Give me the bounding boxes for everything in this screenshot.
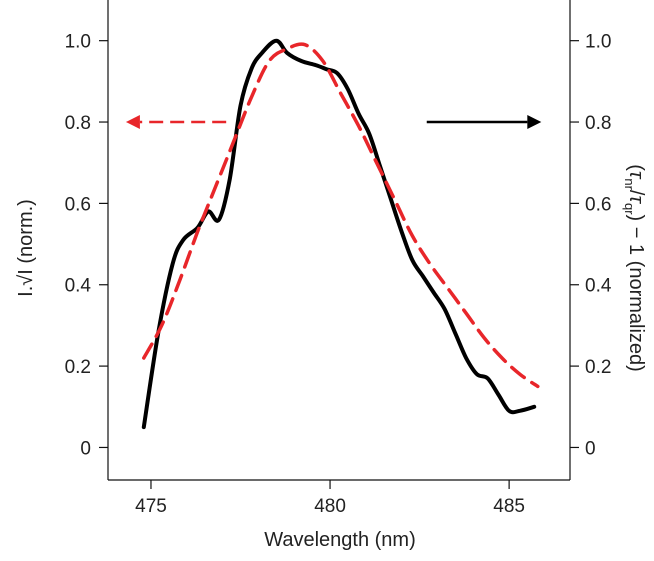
y2-tick-label: 0.6 xyxy=(585,194,611,215)
y-axis-left-ticks: 0 0.2 0.4 0.6 0.8 1.0 xyxy=(65,32,108,459)
y-axis-right-title-slash: / xyxy=(625,190,647,196)
series-line-dashed xyxy=(142,42,540,389)
y-axis-right-title-sub1: nr xyxy=(622,178,637,190)
y2-tick-label: 0.2 xyxy=(585,357,611,378)
y-tick-label: 0.6 xyxy=(65,194,91,215)
y-axis-right-ticks: 0 0.2 0.4 0.6 0.8 1.0 xyxy=(570,32,612,459)
y2-tick-label: 1.0 xyxy=(585,32,611,53)
arrow-right-head xyxy=(527,115,542,129)
y-axis-right-title-open: ( xyxy=(625,164,647,171)
y-tick-label: 0.8 xyxy=(65,113,91,134)
x-tick-label: 485 xyxy=(493,496,525,517)
y-axis-right-title-rest: ) − 1 (normalized) xyxy=(625,215,647,372)
x-axis-ticks: 475 480 485 xyxy=(135,480,525,517)
y2-tick-label: 0.8 xyxy=(585,113,611,134)
y-tick-label: 0 xyxy=(80,438,91,459)
y-axis-right-title-tau1: τ xyxy=(625,171,647,180)
x-axis-title: Wavelength (nm) xyxy=(264,529,416,551)
x-tick-label: 480 xyxy=(314,496,346,517)
y2-tick-label: 0.4 xyxy=(585,276,612,297)
y-tick-label: 0.2 xyxy=(65,357,91,378)
y-axis-right-title-tau2: τ xyxy=(625,195,647,204)
y-axis-right-title-sub2: qr xyxy=(622,203,637,215)
series-layer xyxy=(141,38,540,430)
series-line-solid xyxy=(141,38,537,430)
annotation-layer xyxy=(125,115,542,129)
x-tick-label: 475 xyxy=(135,496,167,517)
plot-frame xyxy=(107,0,571,481)
y-tick-label: 0.4 xyxy=(65,276,92,297)
y2-tick-label: 0 xyxy=(585,438,596,459)
arrow-left-head xyxy=(125,115,140,129)
y-tick-label: 1.0 xyxy=(65,32,91,53)
y-axis-left-title: I.√I (norm.) xyxy=(15,199,37,297)
y-axis-right-title: (τnr/τqr) − 1 (normalized) xyxy=(622,164,647,372)
